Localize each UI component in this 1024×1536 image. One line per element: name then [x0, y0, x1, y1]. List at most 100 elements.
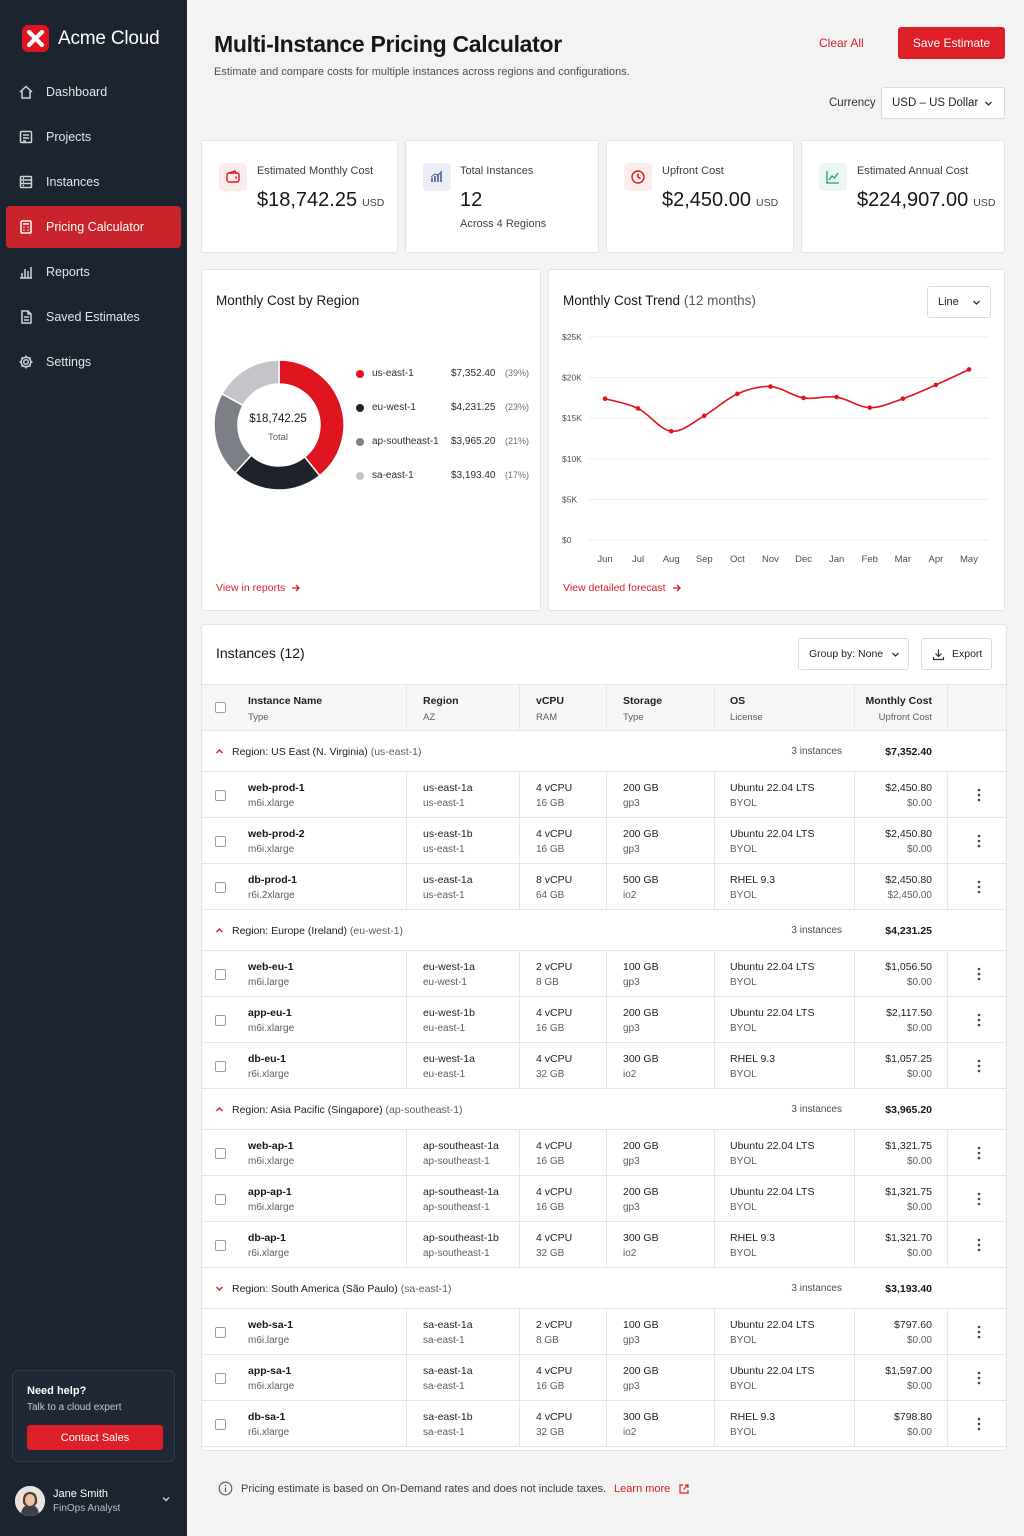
table-row[interactable]: app-ap-1 m6i.xlarge ap-southeast-1a ap-s… — [202, 1176, 1006, 1222]
instance-name[interactable]: db-ap-1 — [248, 1232, 286, 1244]
more-options-icon[interactable] — [977, 1146, 981, 1160]
row-checkbox[interactable] — [215, 969, 226, 980]
table-row[interactable]: db-ap-1 r6i.xlarge ap-southeast-1b ap-so… — [202, 1222, 1006, 1268]
more-options-icon[interactable] — [977, 967, 981, 981]
more-options-icon[interactable] — [977, 1417, 981, 1431]
data-point-Jun[interactable] — [602, 396, 608, 402]
row-checkbox[interactable] — [215, 1148, 226, 1159]
table-row[interactable]: db-eu-1 r6i.xlarge eu-west-1a eu-east-1 … — [202, 1043, 1006, 1089]
region-group-header[interactable]: Region: South America (São Paulo) (sa-ea… — [202, 1268, 1006, 1309]
data-point-Aug[interactable] — [668, 428, 674, 434]
more-options-icon[interactable] — [977, 1371, 981, 1385]
table-row[interactable]: db-sa-1 r6i.xlarge sa-east-1b sa-east-1 … — [202, 1401, 1006, 1447]
chart-type-select[interactable]: Line — [927, 286, 991, 318]
instance-name[interactable]: web-prod-2 — [248, 828, 305, 840]
contact-sales-button[interactable]: Contact Sales — [27, 1425, 163, 1450]
instance-name[interactable]: web-ap-1 — [248, 1140, 294, 1152]
more-options-icon[interactable] — [977, 788, 981, 802]
learn-more-link[interactable]: Learn more — [614, 1482, 671, 1495]
chevron-up-icon[interactable] — [215, 1105, 224, 1114]
instance-name[interactable]: web-sa-1 — [248, 1319, 293, 1331]
row-checkbox[interactable] — [215, 1373, 226, 1384]
chevron-down-icon[interactable] — [215, 1284, 224, 1293]
column-header-os[interactable]: OS License — [730, 695, 763, 723]
region-group-header[interactable]: Region: Europe (Ireland) (eu-west-1) 3 i… — [202, 910, 1006, 951]
save-estimate-button[interactable]: Save Estimate — [898, 27, 1005, 59]
instance-name[interactable]: app-ap-1 — [248, 1186, 292, 1198]
data-point-Sep[interactable] — [701, 413, 707, 419]
more-options-icon[interactable] — [977, 1192, 981, 1206]
chevron-up-icon[interactable] — [215, 926, 224, 935]
brand[interactable]: Acme Cloud — [22, 25, 160, 52]
sidebar-item-instances[interactable]: Instances — [6, 161, 181, 203]
instance-name[interactable]: db-prod-1 — [248, 874, 297, 886]
row-checkbox[interactable] — [215, 1327, 226, 1338]
external-link-icon[interactable] — [678, 1483, 690, 1495]
row-checkbox[interactable] — [215, 1194, 226, 1205]
more-options-icon[interactable] — [977, 1238, 981, 1252]
region-group-header[interactable]: Region: Asia Pacific (Singapore) (ap-sou… — [202, 1089, 1006, 1130]
row-checkbox[interactable] — [215, 1240, 226, 1251]
instance-name[interactable]: db-sa-1 — [248, 1411, 286, 1423]
table-row[interactable]: web-prod-1 m6i.xlarge us-east-1a us-east… — [202, 772, 1006, 818]
sidebar-item-saved-estimates[interactable]: Saved Estimates — [6, 296, 181, 338]
more-options-icon[interactable] — [977, 1013, 981, 1027]
data-point-Mar[interactable] — [900, 396, 906, 402]
clear-all-button[interactable]: Clear All — [819, 36, 864, 50]
column-header-region[interactable]: Region AZ — [423, 695, 459, 723]
data-point-Nov[interactable] — [768, 384, 773, 389]
table-row[interactable]: app-eu-1 m6i.xlarge eu-west-1b eu-east-1… — [202, 997, 1006, 1043]
x-tick-label: Feb — [862, 554, 878, 565]
row-checkbox[interactable] — [215, 1419, 226, 1430]
sidebar-item-projects[interactable]: Projects — [6, 116, 181, 158]
instance-name[interactable]: app-sa-1 — [248, 1365, 292, 1377]
chevron-up-icon[interactable] — [215, 747, 224, 756]
data-point-Feb[interactable] — [867, 405, 873, 410]
view-detailed-forecast-link[interactable]: View detailed forecast — [563, 582, 682, 594]
table-row[interactable]: web-sa-1 m6i.large sa-east-1a sa-east-1 … — [202, 1309, 1006, 1355]
donut-slice-us-east-1[interactable] — [278, 359, 344, 477]
column-header-vcpu[interactable]: vCPU RAM — [536, 695, 565, 723]
more-options-icon[interactable] — [977, 1325, 981, 1339]
data-point-Dec[interactable] — [801, 395, 806, 401]
column-header-monthly-cost[interactable]: Monthly Cost Upfront Cost — [865, 695, 933, 723]
more-options-icon[interactable] — [977, 1059, 981, 1073]
row-checkbox[interactable] — [215, 836, 226, 847]
sidebar-item-settings[interactable]: Settings — [6, 341, 181, 383]
table-row[interactable]: db-prod-1 r6i.2xlarge us-east-1a us-east… — [202, 864, 1006, 910]
column-header-storage[interactable]: Storage Type — [623, 695, 663, 723]
row-checkbox[interactable] — [215, 1061, 226, 1072]
data-point-Jan[interactable] — [834, 394, 839, 400]
instance-name[interactable]: db-eu-1 — [248, 1053, 286, 1065]
group-by-select[interactable]: Group by: None — [798, 638, 909, 670]
column-header-instance[interactable]: Instance Name Type — [248, 695, 323, 723]
row-checkbox[interactable] — [215, 882, 226, 893]
table-row[interactable]: web-eu-1 m6i.large eu-west-1a eu-west-1 … — [202, 951, 1006, 997]
select-all-checkbox[interactable] — [215, 702, 226, 713]
data-point-Oct[interactable] — [735, 391, 740, 397]
series-line — [604, 368, 970, 432]
instance-name[interactable]: app-eu-1 — [248, 1007, 292, 1019]
export-button[interactable]: Export — [921, 638, 992, 670]
region-group-header[interactable]: Region: US East (N. Virginia) (us-east-1… — [202, 731, 1006, 772]
sidebar-item-pricing-calculator[interactable]: Pricing Calculator — [6, 206, 181, 248]
table-row[interactable]: web-prod-2 m6i.xlarge us-east-1b us-east… — [202, 818, 1006, 864]
user-menu[interactable]: Jane Smith FinOps Analyst — [15, 1483, 175, 1519]
data-point-May[interactable] — [966, 367, 972, 372]
data-point-Apr[interactable] — [933, 382, 939, 388]
instance-name[interactable]: web-prod-1 — [248, 782, 305, 794]
table-row[interactable]: app-sa-1 m6i.xlarge sa-east-1a sa-east-1… — [202, 1355, 1006, 1401]
more-options-icon[interactable] — [977, 880, 981, 894]
row-checkbox[interactable] — [215, 1015, 226, 1026]
more-options-icon[interactable] — [977, 834, 981, 848]
currency-select[interactable]: USD – US Dollar — [881, 87, 1005, 119]
data-point-Jul[interactable] — [635, 406, 641, 411]
sidebar-item-reports[interactable]: Reports — [6, 251, 181, 293]
sidebar-item-dashboard[interactable]: Dashboard — [6, 71, 181, 113]
table-row[interactable]: web-ap-1 m6i.xlarge ap-southeast-1a ap-s… — [202, 1130, 1006, 1176]
row-checkbox[interactable] — [215, 790, 226, 801]
donut-slice-sa-east-1[interactable] — [220, 359, 280, 407]
donut-slice-eu-west-1[interactable] — [234, 454, 321, 491]
view-in-reports-link[interactable]: View in reports — [216, 582, 301, 594]
instance-name[interactable]: web-eu-1 — [248, 961, 294, 973]
